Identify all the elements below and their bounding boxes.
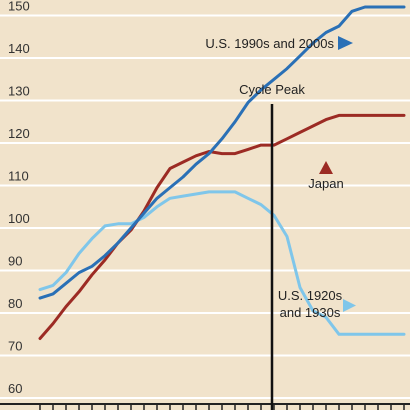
y-tick-130: 130 — [8, 84, 30, 99]
y-tick-140: 140 — [8, 41, 30, 56]
us-1920s-marker — [343, 299, 356, 312]
series-line-u-s-1990s-and-2000s — [38, 5, 406, 300]
y-tick-150: 150 — [8, 0, 30, 14]
y-tick-80: 80 — [8, 296, 22, 311]
us-1990s-label: U.S. 1990s and 2000s — [205, 36, 334, 51]
y-tick-100: 100 — [8, 211, 30, 226]
japan-marker — [319, 161, 333, 174]
series-line-u-s-1920s-and-1930s — [38, 190, 406, 336]
japan-label: Japan — [308, 176, 343, 191]
cycle-peak-label: Cycle Peak — [239, 82, 305, 97]
us-1990s-marker — [338, 36, 353, 50]
y-tick-60: 60 — [8, 381, 22, 396]
x-axis-ticks — [0, 403, 410, 410]
y-tick-120: 120 — [8, 126, 30, 141]
us-1920s-label-line2: and 1930s — [280, 305, 341, 320]
us-1920s-label-line1: U.S. 1920s — [278, 288, 343, 303]
series-line-japan — [38, 113, 406, 340]
y-tick-110: 110 — [8, 169, 29, 184]
y-tick-90: 90 — [8, 254, 22, 269]
y-tick-70: 70 — [8, 339, 22, 354]
y-tick-labels: 60 70 80 90 100 110 120 130 140 150 — [8, 0, 30, 396]
series-lines — [38, 5, 406, 340]
